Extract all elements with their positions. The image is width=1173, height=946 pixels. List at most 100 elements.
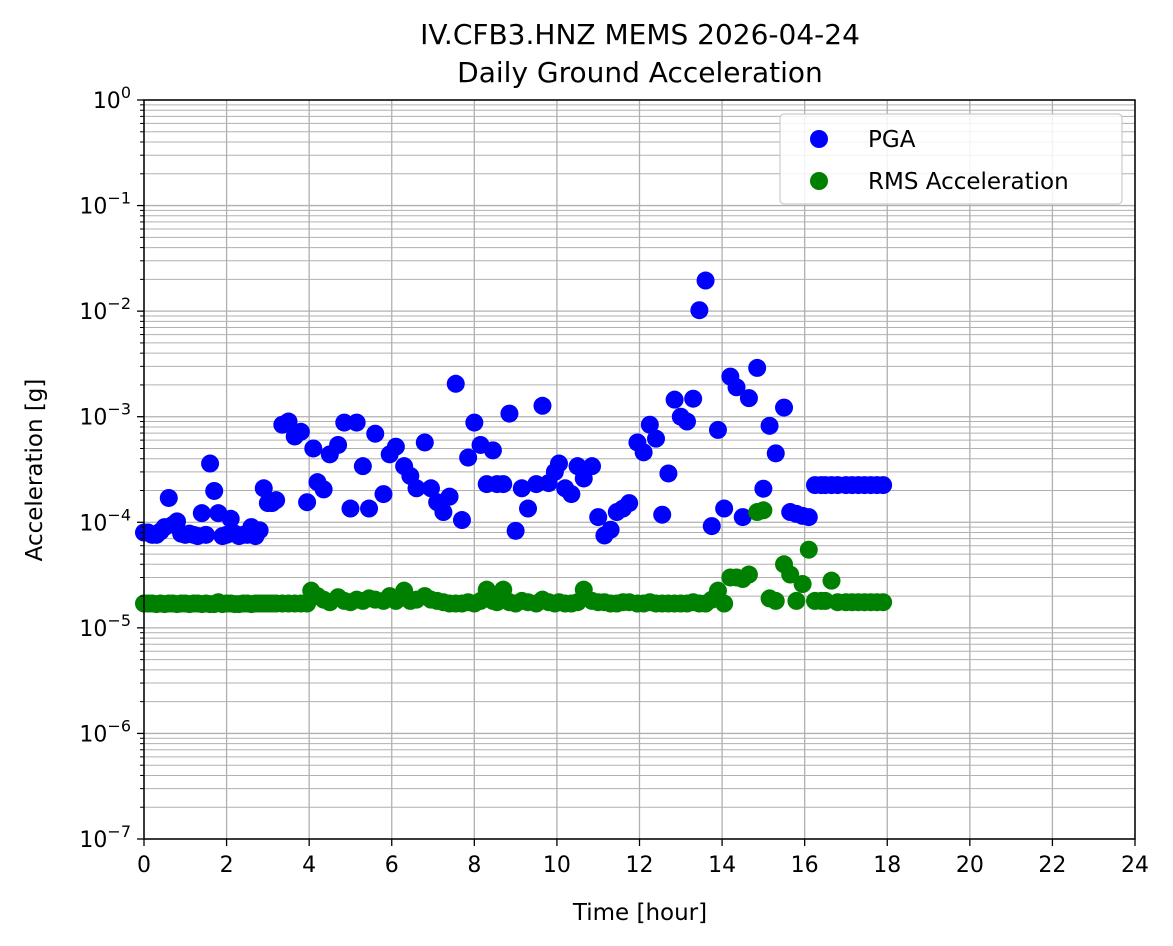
data-point: [754, 501, 773, 520]
data-point: [708, 420, 727, 439]
data-point: [715, 594, 734, 613]
data-point: [196, 525, 215, 544]
x-tick-label: 6: [385, 853, 399, 878]
x-tick-label: 8: [467, 853, 481, 878]
data-point: [620, 494, 639, 513]
x-tick-label: 18: [873, 853, 901, 878]
legend: PGA RMS Acceleration: [779, 113, 1123, 205]
y-axis-ticks: 100 10−1 10−2 10−3 10−4 10−5 10−6 10−7: [79, 83, 144, 853]
data-point: [386, 437, 405, 456]
data-point: [421, 479, 440, 498]
data-point: [494, 475, 513, 494]
x-tick-label: 10: [543, 853, 571, 878]
data-point: [500, 404, 519, 423]
data-point: [799, 540, 818, 559]
legend-marker-pga: [810, 130, 828, 148]
data-point: [684, 389, 703, 408]
y-tick-label: 10−3: [79, 400, 131, 431]
y-tick-label: 100: [93, 83, 131, 114]
x-tick-label: 24: [1121, 853, 1149, 878]
data-point: [874, 476, 893, 495]
data-point: [640, 415, 659, 434]
x-tick-label: 16: [791, 853, 819, 878]
data-point: [192, 504, 211, 523]
y-tick-label: 10−2: [79, 294, 131, 325]
data-point: [754, 479, 773, 498]
data-point: [279, 412, 298, 431]
x-tick-label: 20: [956, 853, 984, 878]
data-point: [533, 396, 552, 415]
data-point: [360, 499, 379, 518]
data-point: [446, 374, 465, 393]
data-point: [589, 508, 608, 527]
series-rms: [135, 501, 893, 614]
x-tick-label: 4: [302, 853, 316, 878]
data-point: [549, 454, 568, 473]
data-point: [659, 464, 678, 483]
data-point: [775, 398, 794, 417]
x-tick-label: 0: [137, 853, 151, 878]
x-tick-label: 12: [626, 853, 654, 878]
data-point: [347, 413, 366, 432]
data-point: [715, 499, 734, 518]
data-point: [739, 389, 758, 408]
data-point: [822, 571, 841, 590]
x-axis-label: Time [hour]: [572, 900, 707, 926]
data-point: [727, 378, 746, 397]
y-tick-label: 10−5: [79, 611, 131, 642]
data-point: [483, 441, 502, 460]
data-point: [653, 505, 672, 524]
y-tick-label: 10−4: [79, 505, 131, 536]
x-tick-label: 14: [708, 853, 736, 878]
data-point: [748, 358, 767, 377]
data-point: [415, 433, 434, 452]
data-point: [601, 520, 620, 539]
data-point: [452, 511, 471, 530]
data-point: [781, 565, 800, 584]
data-point: [647, 429, 666, 448]
data-point: [793, 575, 812, 594]
data-point: [329, 435, 348, 454]
data-point: [733, 508, 752, 527]
x-axis-ticks: 0 2 4 6 8 10 12 14 16 18 20 22 24: [137, 839, 1149, 878]
y-tick-label: 10−7: [79, 822, 131, 853]
data-point: [665, 390, 684, 409]
data-point: [459, 448, 478, 467]
data-point: [201, 454, 220, 473]
data-point: [583, 457, 602, 476]
data-point: [766, 444, 785, 463]
data-point: [221, 509, 240, 528]
legend-marker-rms: [810, 172, 828, 190]
data-point: [159, 488, 178, 507]
data-point: [506, 521, 525, 540]
data-point: [366, 424, 385, 443]
data-point: [407, 479, 426, 498]
x-tick-label: 22: [1038, 853, 1066, 878]
data-point: [519, 499, 538, 518]
data-point: [205, 481, 224, 500]
y-tick-label: 10−1: [79, 189, 131, 220]
series-layer: [135, 271, 893, 614]
data-point: [874, 593, 893, 612]
data-point: [335, 413, 354, 432]
data-point: [341, 499, 360, 518]
data-point: [440, 487, 459, 506]
data-point: [254, 479, 273, 498]
chart-title: IV.CFB3.HNZ MEMS 2026-04-24: [420, 18, 860, 51]
x-tick-label: 2: [220, 853, 234, 878]
data-point: [562, 485, 581, 504]
legend-box: [779, 113, 1123, 205]
data-point: [760, 416, 779, 435]
data-point: [353, 457, 372, 476]
data-point: [690, 301, 709, 320]
data-point: [250, 521, 269, 540]
data-point: [799, 508, 818, 527]
data-point: [512, 479, 531, 498]
data-point: [298, 493, 317, 512]
legend-label-rms: RMS Acceleration: [868, 169, 1069, 195]
data-point: [702, 517, 721, 536]
y-axis-label: Acceleration [g]: [22, 379, 48, 562]
data-point: [304, 439, 323, 458]
data-point: [434, 503, 453, 522]
